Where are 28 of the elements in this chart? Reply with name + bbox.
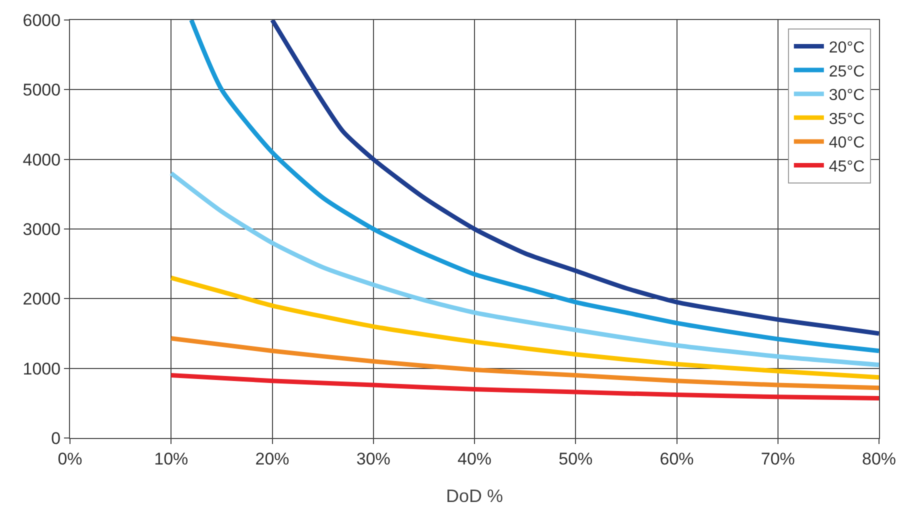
- y-tick-label: 1000: [22, 359, 61, 378]
- legend-label: 35°C: [828, 110, 865, 128]
- legend-label: 45°C: [828, 158, 865, 176]
- x-tick-label: 30%: [356, 449, 390, 468]
- x-tick-label: 0%: [58, 449, 82, 468]
- y-tick-label: 0: [51, 428, 61, 448]
- legend-label: 40°C: [828, 134, 865, 152]
- line-series: [168, 171, 879, 368]
- y-tick-label: 4000: [22, 150, 61, 170]
- legend-label: 25°C: [828, 63, 865, 80]
- y-tick-label: 3000: [22, 220, 61, 239]
- y-tick-label: 2000: [22, 290, 61, 309]
- y-tick-label: 6000: [22, 10, 61, 30]
- line-series: [270, 20, 879, 336]
- x-axis-title: DoD %: [446, 486, 504, 506]
- x-tick-label: 10%: [154, 449, 188, 468]
- line-series: [168, 336, 879, 390]
- line-series: [168, 276, 879, 380]
- x-tick-label: 40%: [457, 449, 492, 468]
- legend-label: 30°C: [828, 87, 865, 104]
- line-series: [189, 20, 879, 354]
- x-tick-label: 20%: [255, 449, 290, 468]
- legend-label: 20°C: [828, 40, 865, 56]
- y-tick-label: 5000: [22, 80, 61, 100]
- x-tick-label: 50%: [558, 449, 593, 468]
- x-tick-label: 80%: [862, 449, 896, 468]
- x-tick-label: 60%: [660, 449, 694, 468]
- x-tick-label: 70%: [760, 449, 795, 468]
